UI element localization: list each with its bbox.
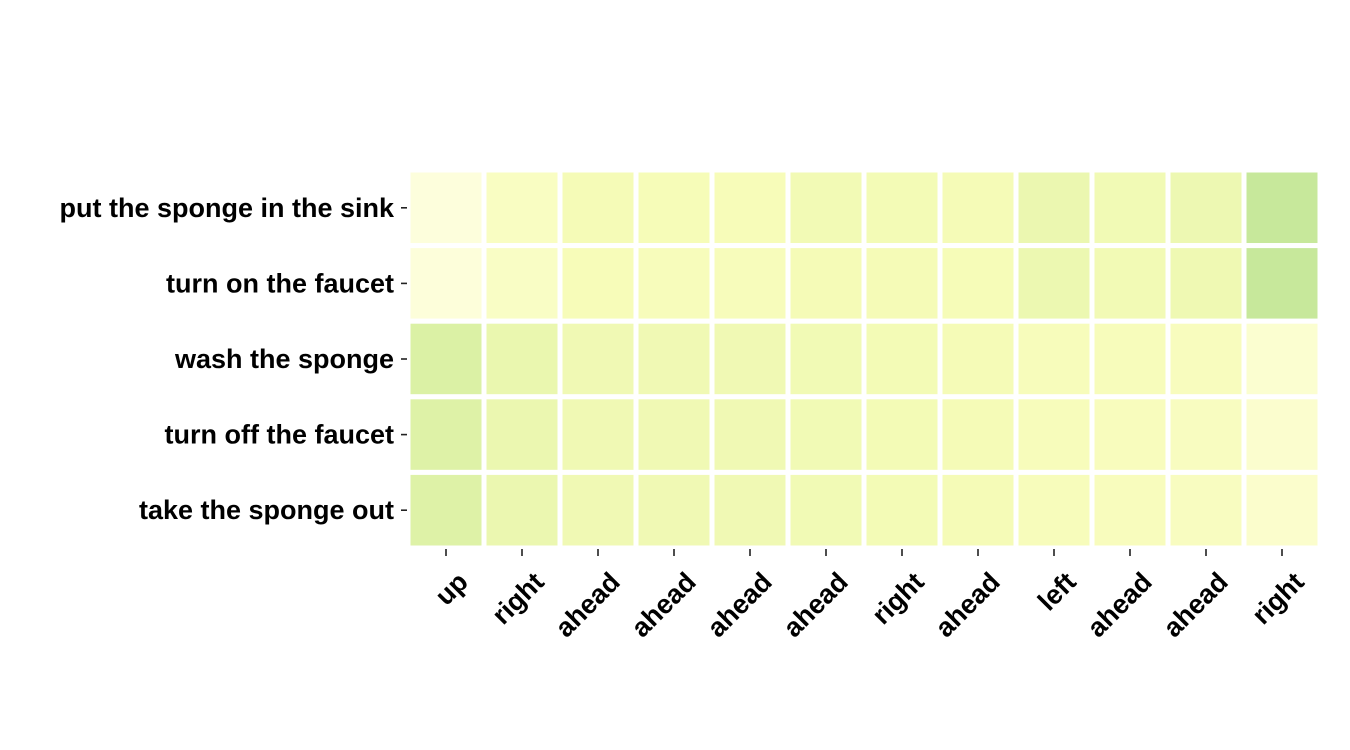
heatmap-cell bbox=[1165, 243, 1247, 324]
heatmap-cell bbox=[557, 243, 639, 324]
heatmap-cell bbox=[633, 394, 715, 475]
y-tick-label: wash the sponge bbox=[174, 344, 394, 374]
heatmap-cell bbox=[709, 469, 791, 551]
heatmap-cell bbox=[861, 394, 943, 475]
x-tick-label: up bbox=[429, 567, 474, 612]
heatmap-cell bbox=[937, 243, 1019, 324]
heatmap-cell bbox=[405, 469, 487, 551]
x-tick-label: right bbox=[1246, 567, 1310, 631]
heatmap-cell bbox=[1241, 167, 1323, 249]
heatmap-cell bbox=[557, 167, 639, 249]
heatmap-cell bbox=[709, 167, 791, 249]
heatmap-cell bbox=[785, 394, 867, 475]
x-tick-label: ahead bbox=[1157, 567, 1233, 643]
heatmap-cell bbox=[557, 394, 639, 475]
heatmap-cells bbox=[405, 167, 1323, 551]
heatmap-cell bbox=[937, 167, 1019, 249]
heatmap-cell bbox=[1089, 243, 1171, 324]
heatmap-cell bbox=[861, 243, 943, 324]
x-axis: up right ahead ahead ahead ahead right ahead lef… bbox=[429, 549, 1310, 643]
heatmap-cell bbox=[1089, 394, 1171, 475]
y-tick-label: turn off the faucet bbox=[165, 420, 395, 450]
x-tick-label: right bbox=[486, 567, 550, 631]
x-tick-label: ahead bbox=[625, 567, 701, 643]
heatmap-cell bbox=[481, 318, 563, 400]
heatmap-cell bbox=[1241, 394, 1323, 475]
heatmap-cell bbox=[709, 243, 791, 324]
heatmap-cell bbox=[785, 469, 867, 551]
heatmap-cell bbox=[481, 243, 563, 324]
heatmap-cell bbox=[937, 394, 1019, 475]
heatmap-cell bbox=[1013, 167, 1095, 249]
heatmap-cell bbox=[937, 318, 1019, 400]
heatmap-cell bbox=[937, 469, 1019, 551]
heatmap-cell bbox=[405, 243, 487, 324]
heatmap-cell bbox=[633, 167, 715, 249]
heatmap-cell bbox=[861, 469, 943, 551]
heatmap-cell bbox=[405, 167, 487, 249]
heatmap-cell bbox=[557, 469, 639, 551]
heatmap-cell bbox=[1165, 394, 1247, 475]
heatmap-cell bbox=[1089, 469, 1171, 551]
heatmap-cell bbox=[633, 243, 715, 324]
y-tick-label: take the sponge out bbox=[139, 495, 394, 525]
x-tick-label: left bbox=[1032, 567, 1082, 617]
heatmap-cell bbox=[709, 318, 791, 400]
x-tick-label: ahead bbox=[701, 567, 777, 643]
heatmap-cell bbox=[1165, 469, 1247, 551]
heatmap-cell bbox=[1089, 318, 1171, 400]
heatmap-cell bbox=[1013, 243, 1095, 324]
heatmap-cell bbox=[405, 394, 487, 475]
y-axis: put the sponge in the sink turn on the fa… bbox=[59, 193, 407, 525]
heatmap-cell bbox=[1089, 167, 1171, 249]
heatmap-cell bbox=[1013, 318, 1095, 400]
y-tick-label: turn on the faucet bbox=[166, 268, 394, 298]
heatmap-cell bbox=[709, 394, 791, 475]
heatmap-cell bbox=[1165, 167, 1247, 249]
heatmap-cell bbox=[785, 167, 867, 249]
heatmap-cell bbox=[557, 318, 639, 400]
heatmap-cell bbox=[785, 243, 867, 324]
y-tick-label: put the sponge in the sink bbox=[59, 193, 394, 223]
heatmap-cell bbox=[405, 318, 487, 400]
heatmap-cell bbox=[1241, 318, 1323, 400]
x-tick-label: ahead bbox=[549, 567, 625, 643]
heatmap-cell bbox=[861, 167, 943, 249]
heatmap-cell bbox=[481, 167, 563, 249]
x-tick-label: ahead bbox=[929, 567, 1005, 643]
x-tick-label: right bbox=[866, 567, 930, 631]
heatmap-cell bbox=[1013, 469, 1095, 551]
heatmap-cell bbox=[481, 469, 563, 551]
heatmap-cell bbox=[633, 469, 715, 551]
heatmap-cell bbox=[1165, 318, 1247, 400]
x-tick-label: ahead bbox=[777, 567, 853, 643]
heatmap-cell bbox=[1013, 394, 1095, 475]
heatmap-cell bbox=[785, 318, 867, 400]
heatmap-cell bbox=[481, 394, 563, 475]
heatmap-cell bbox=[1241, 469, 1323, 551]
heatmap-cell bbox=[633, 318, 715, 400]
heatmap-cell bbox=[861, 318, 943, 400]
heatmap-cell bbox=[1241, 243, 1323, 324]
x-tick-label: ahead bbox=[1081, 567, 1157, 643]
